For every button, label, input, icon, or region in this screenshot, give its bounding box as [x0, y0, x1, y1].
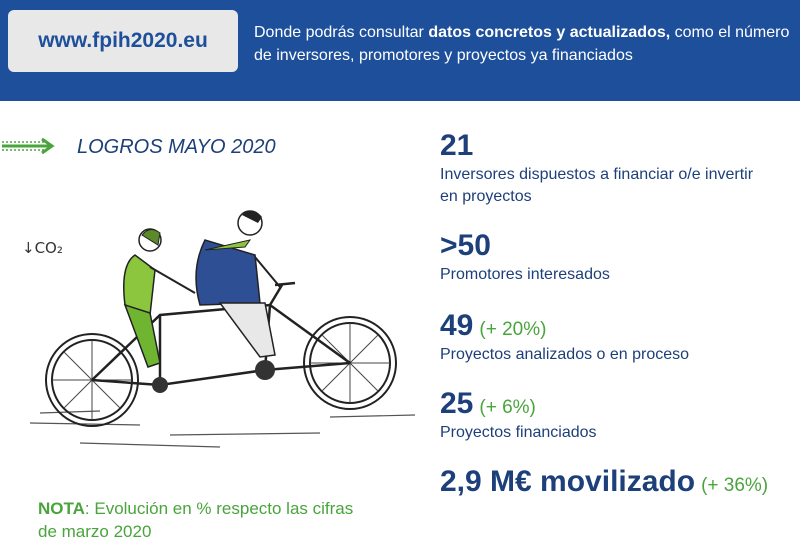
stat-investors: 21 Inversores dispuestos a financiar o/e…	[440, 130, 760, 208]
stat-value: 25	[440, 387, 474, 420]
stat-label: Proyectos analizados o en proceso	[440, 346, 690, 363]
desc-bold: datos concretos y actualizados,	[428, 24, 671, 41]
desc-after: como el número de inversores, promotores…	[254, 24, 790, 64]
stat-label: Promotores interesados	[440, 266, 610, 283]
stat-projects-financed: 25 (+ 6%) Proyectos financiados	[440, 388, 597, 444]
stat-label: Inversores dispuestos a financiar o/e in…	[440, 166, 754, 205]
stat-promoters: >50 Promotores interesados	[440, 230, 610, 286]
stat-projects-analyzed: 49 (+ 20%) Proyectos analizados o en proc…	[440, 310, 689, 366]
website-link[interactable]: www.fpih2020.eu	[38, 29, 208, 52]
stat-change: (+ 36%)	[701, 475, 769, 496]
footnote: NOTA: Evolución en % respecto las cifras…	[38, 497, 358, 543]
stat-value: 49	[440, 309, 474, 342]
tandem-bicycle-illustration: ↓CO₂	[22, 210, 416, 448]
header-banner: www.fpih2020.eu Donde podrás consultar d…	[0, 0, 800, 101]
stat-funds-mobilized: 2,9 M€ movilizado (+ 36%)	[440, 466, 768, 498]
url-box: www.fpih2020.eu	[8, 10, 238, 72]
stat-value: 2,9 M€ movilizado	[440, 465, 696, 498]
stat-change: (+ 20%)	[479, 319, 547, 340]
co2-label: ↓CO₂	[22, 239, 63, 257]
desc-before: Donde podrás consultar	[254, 24, 429, 41]
header-description: Donde podrás consultar datos concretos y…	[254, 21, 794, 67]
arrow-right-icon	[2, 137, 55, 155]
footnote-text: : Evolución en % respecto las cifras de …	[38, 499, 354, 541]
stat-change: (+ 6%)	[479, 397, 536, 418]
section-title: LOGROS MAYO 2020	[77, 136, 276, 158]
stat-value: >50	[440, 229, 491, 262]
stat-value: 21	[440, 129, 474, 162]
footnote-bold: NOTA	[38, 499, 85, 518]
stat-label: Proyectos financiados	[440, 424, 597, 441]
